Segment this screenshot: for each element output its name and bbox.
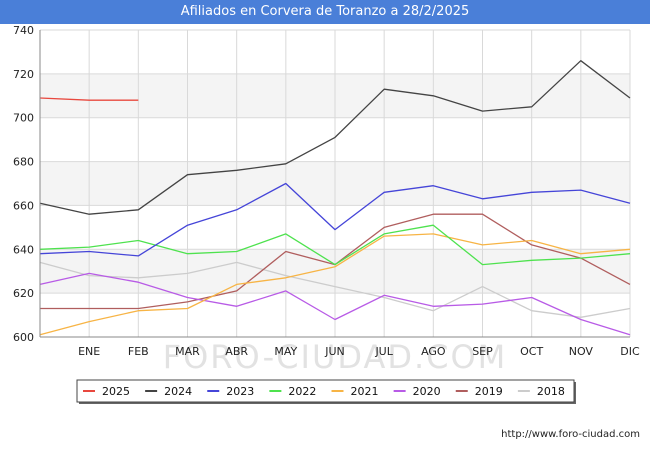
series-line-2020	[39, 272, 631, 336]
y-tick-label: 740	[13, 24, 34, 37]
chart-title: Afiliados en Corvera de Toranzo a 28/2/2…	[0, 0, 650, 24]
x-tick-label: JUL	[374, 345, 393, 358]
x-tick-label: FEB	[128, 345, 149, 358]
watermark-text: FORO-CIUDAD.COM	[163, 338, 508, 376]
series-line-2021	[39, 233, 631, 336]
y-tick-label: 640	[13, 243, 34, 256]
legend-label-2025: 2025	[102, 385, 130, 398]
legend-label-2024: 2024	[164, 385, 192, 398]
x-tick-label: JUN	[324, 345, 345, 358]
legend-label-2020: 2020	[413, 385, 441, 398]
legend-label-2023: 2023	[226, 385, 254, 398]
x-tick-label: ENE	[78, 345, 100, 358]
y-tick-label: 660	[13, 199, 34, 212]
y-tick-label: 680	[13, 156, 34, 169]
x-tick-label: NOV	[569, 345, 594, 358]
y-tick-label: 720	[13, 68, 34, 81]
legend-label-2018: 2018	[537, 385, 565, 398]
x-tick-label: DIC	[620, 345, 640, 358]
legend-label-2019: 2019	[475, 385, 503, 398]
x-tick-label: MAY	[274, 345, 297, 358]
y-tick-label: 600	[13, 331, 34, 344]
x-tick-label: ABR	[225, 345, 248, 358]
series-line-2023	[39, 182, 631, 257]
y-tick-label: 620	[13, 287, 34, 300]
x-tick-label: AGO	[421, 345, 446, 358]
source-url: http://www.foro-ciudad.com	[501, 429, 640, 440]
legend-label-2022: 2022	[288, 385, 316, 398]
legend-box	[76, 379, 575, 403]
series-line-2025	[39, 97, 139, 101]
y-tick-label: 700	[13, 112, 34, 125]
series-line-2018	[39, 261, 631, 318]
series-line-2024	[39, 60, 631, 215]
series-line-2022	[39, 224, 631, 266]
x-tick-label: SEP	[472, 345, 493, 358]
x-tick-label: MAR	[175, 345, 200, 358]
x-tick-label: OCT	[520, 345, 543, 358]
legend-label-2021: 2021	[351, 385, 379, 398]
